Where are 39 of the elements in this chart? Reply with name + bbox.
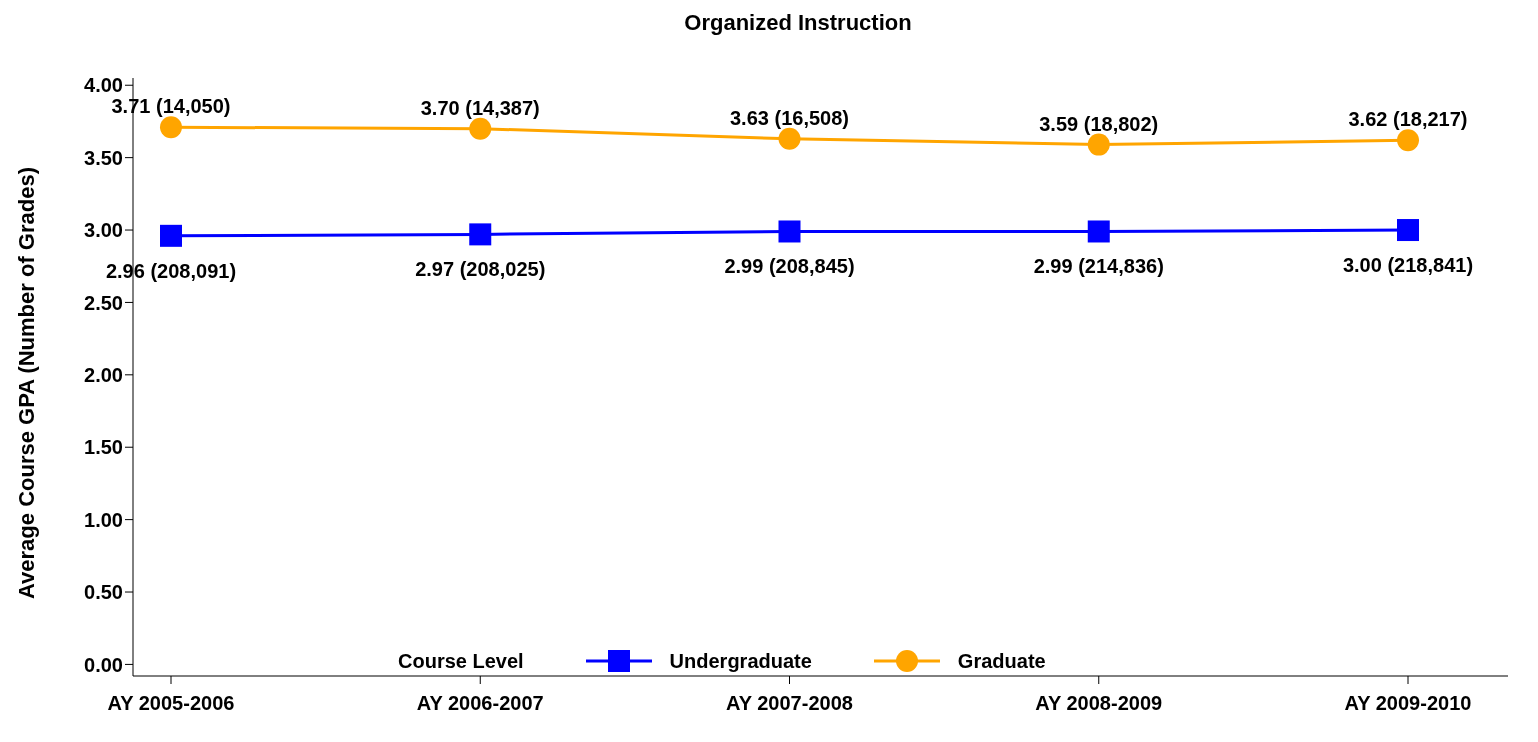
y-tick-label: 4.00 (84, 74, 123, 97)
y-tick-label: 3.50 (84, 146, 123, 169)
x-tick-label: AY 2007-2008 (726, 692, 853, 715)
chart-title: Organized Instruction (683, 10, 913, 36)
point (469, 117, 492, 140)
data-label: 3.70 (14,387) (420, 96, 540, 119)
point (160, 116, 182, 139)
point (1397, 219, 1419, 242)
x-tick-label: AY 2008-2009 (1035, 692, 1163, 715)
data-label: 2.97 (208,025) (415, 258, 546, 281)
point (469, 223, 492, 246)
point (778, 127, 801, 150)
y-axis-title: Average Course GPA (Number of Grades) (14, 167, 40, 599)
y-tick-label: 0.00 (84, 653, 123, 676)
data-label: 3.00 (218,841) (1342, 254, 1474, 277)
data-label: 3.59 (18,802) (1039, 112, 1159, 135)
point (1087, 220, 1110, 243)
y-tick-label: 3.00 (84, 219, 123, 242)
point (1087, 133, 1110, 156)
data-label: 2.96 (208,091) (105, 259, 237, 282)
legend-title: Course Level (398, 649, 524, 673)
data-label: 3.71 (14,050) (111, 95, 231, 118)
y-tick-label: 2.50 (84, 291, 123, 314)
y-tick-label: 2.00 (84, 363, 123, 386)
data-label: 3.62 (18,217) (1348, 108, 1468, 131)
point (778, 220, 801, 243)
data-label: 2.99 (214,836) (1033, 255, 1164, 278)
y-tick-label: 0.50 (84, 581, 123, 604)
data-label: 2.99 (208,845) (724, 255, 855, 278)
point (1397, 129, 1419, 152)
x-tick-label: AY 2005-2006 (107, 692, 235, 715)
point (160, 224, 182, 247)
y-tick-label: 1.00 (84, 508, 123, 531)
y-tick-label: 1.50 (84, 436, 123, 459)
legend-label: Graduate (957, 649, 1046, 673)
legend-label: Undergraduate (669, 649, 812, 673)
x-tick-label: AY 2006-2007 (416, 692, 544, 715)
data-label: 3.63 (16,508) (730, 106, 849, 129)
x-tick-label: AY 2009-2010 (1344, 692, 1472, 715)
